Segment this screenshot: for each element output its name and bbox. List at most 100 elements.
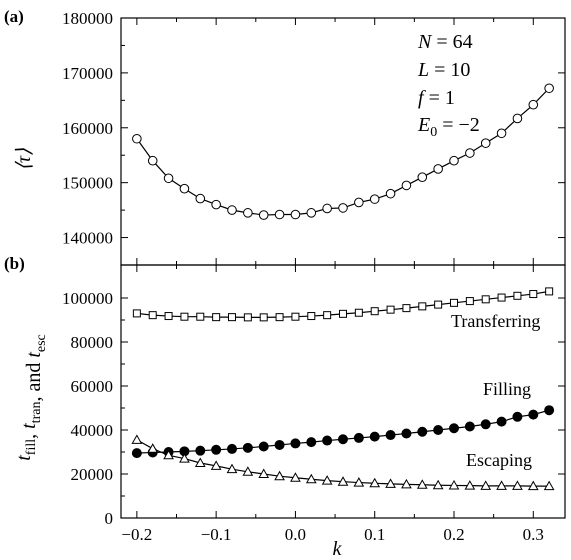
data-point-circle <box>433 164 443 174</box>
data-point-square <box>513 291 522 300</box>
y-tick-label: 140000 <box>62 229 113 248</box>
data-point-triangle <box>353 477 365 487</box>
data-point-triangle <box>401 478 412 489</box>
data-point-circle <box>258 210 269 220</box>
y-tick-label: 100000 <box>62 289 113 308</box>
y-tick-label: 180000 <box>62 9 113 28</box>
data-point-filled-circle <box>322 435 333 446</box>
data-point-triangle <box>194 457 206 467</box>
panel-label: (b) <box>4 254 25 273</box>
data-point-filled-circle <box>369 431 380 442</box>
data-point-square <box>323 311 332 320</box>
parameter-annotation: E0 = −2 <box>417 114 480 140</box>
y-tick-label: 80000 <box>71 333 114 352</box>
data-point-circle <box>544 83 554 94</box>
data-point-triangle <box>464 480 476 490</box>
data-point-filled-circle <box>258 441 269 452</box>
data-point-triangle <box>432 479 444 490</box>
data-point-filled-circle <box>464 421 475 432</box>
data-point-square <box>243 313 252 322</box>
data-point-square <box>529 290 538 299</box>
data-point-circle <box>179 183 190 194</box>
data-point-filled-circle <box>211 444 222 455</box>
data-point-filled-circle <box>290 438 301 449</box>
data-point-filled-circle <box>512 411 523 422</box>
data-point-square <box>196 312 205 321</box>
data-point-triangle <box>179 453 190 463</box>
data-point-square <box>402 304 411 313</box>
data-point-triangle <box>416 479 428 489</box>
data-point-filled-circle <box>401 428 412 439</box>
data-point-triangle <box>512 480 523 490</box>
data-point-square <box>212 313 221 322</box>
data-point-filled-circle <box>544 405 555 416</box>
data-point-triangle <box>274 470 285 481</box>
data-point-circle <box>417 172 428 182</box>
data-point-filled-circle <box>338 434 348 445</box>
data-point-triangle <box>385 478 396 488</box>
data-point-triangle <box>496 480 507 490</box>
series-label: Filling <box>483 379 531 399</box>
data-point-filled-circle <box>131 448 142 459</box>
data-point-circle <box>449 155 459 166</box>
data-point-filled-circle <box>242 442 253 453</box>
parameter-annotation: N = 64 <box>417 31 473 53</box>
data-point-filled-circle <box>417 426 428 437</box>
data-point-triangle <box>480 480 492 490</box>
data-point-circle <box>465 148 475 158</box>
data-point-triangle <box>337 476 349 486</box>
data-point-square <box>132 309 141 318</box>
data-point-square <box>370 307 379 316</box>
data-point-circle <box>496 128 507 139</box>
x-tick-label: 0.1 <box>364 525 385 544</box>
data-point-triangle <box>226 463 238 474</box>
x-tick-label: 0.0 <box>285 525 306 544</box>
data-point-triangle <box>290 472 301 482</box>
data-point-square <box>228 313 236 322</box>
data-point-square <box>481 295 490 304</box>
plot-frame <box>120 17 566 266</box>
data-point-filled-circle <box>496 416 507 427</box>
parameter-annotation: L = 10 <box>417 59 470 81</box>
data-point-circle <box>322 203 332 214</box>
series-label: Escaping <box>466 450 532 470</box>
panel-label: (a) <box>4 7 24 26</box>
panel-a: (a) 140000 150000 160000 170000 180000 ⟨τ⟩ N = … <box>4 7 566 266</box>
y-tick-label: 60000 <box>71 377 114 396</box>
series-label: Transferring <box>451 311 540 331</box>
data-point-circle <box>528 99 539 110</box>
x-axis-label: k <box>333 538 343 560</box>
data-point-circle <box>243 208 253 218</box>
data-point-circle <box>274 209 285 220</box>
data-point-circle <box>401 180 412 191</box>
y-tick-label: 160000 <box>62 119 113 138</box>
x-tick-label: −0.2 <box>121 525 152 544</box>
data-point-square <box>418 302 427 311</box>
data-point-square <box>164 312 173 321</box>
data-point-filled-circle <box>227 443 237 454</box>
data-point-circle <box>480 138 491 148</box>
data-point-square <box>307 312 316 321</box>
data-point-filled-circle <box>195 445 206 456</box>
data-point-triangle <box>147 443 159 453</box>
x-tick-label: −0.1 <box>201 525 232 544</box>
data-point-square <box>275 313 284 322</box>
data-point-filled-circle <box>385 430 396 441</box>
data-point-square <box>497 293 506 302</box>
data-point-circle <box>338 203 348 213</box>
data-point-filled-circle <box>306 437 317 448</box>
data-point-square <box>354 308 363 317</box>
y-tick-label: 170000 <box>62 64 113 83</box>
data-point-triangle <box>369 477 381 488</box>
data-point-circle <box>147 155 158 166</box>
data-point-filled-circle <box>480 419 491 430</box>
parameter-annotation: f = 1 <box>418 87 455 109</box>
data-point-square <box>465 297 474 306</box>
data-point-circle <box>132 133 142 144</box>
data-point-triangle <box>242 466 254 476</box>
data-point-square <box>180 312 189 321</box>
data-point-circle <box>163 173 174 184</box>
data-point-circle <box>369 194 380 204</box>
data-point-filled-circle <box>353 432 364 443</box>
data-point-triangle <box>448 479 460 490</box>
